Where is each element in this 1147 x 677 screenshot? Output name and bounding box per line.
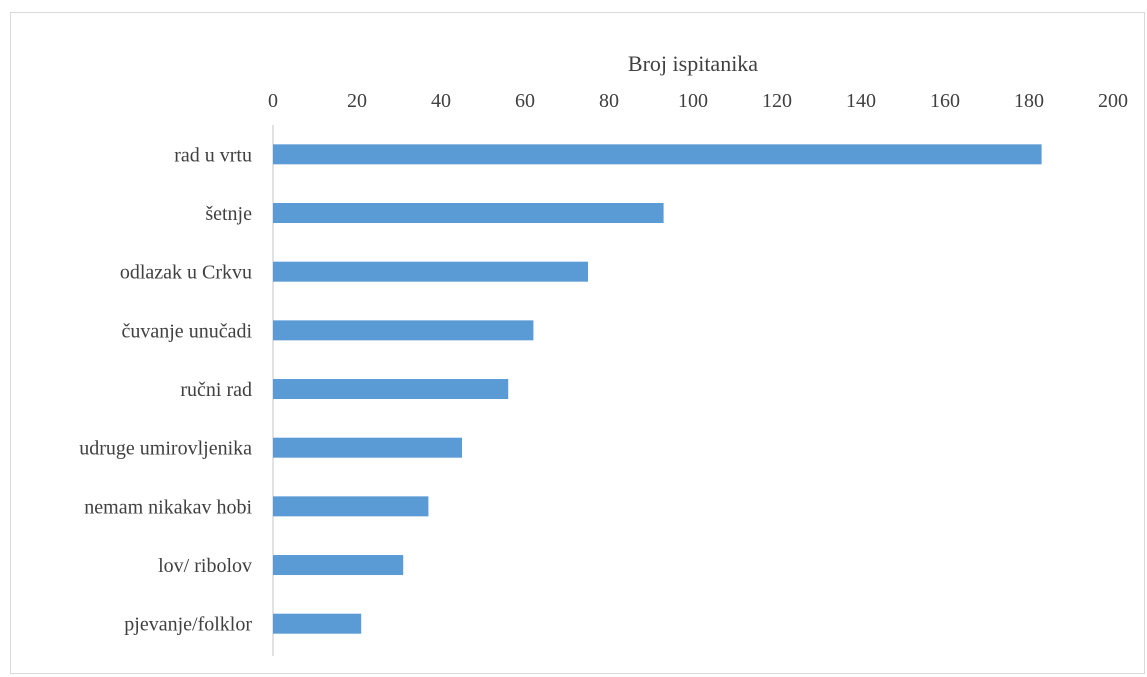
category-label: nemam nikakav hobi xyxy=(84,496,252,518)
x-tick-label: 60 xyxy=(515,90,535,112)
bars-group xyxy=(273,144,1042,634)
x-tick-label: 200 xyxy=(1098,90,1128,112)
x-tick-label: 40 xyxy=(431,90,451,112)
x-tick-label: 180 xyxy=(1014,90,1044,112)
category-label: pjevanje/folklor xyxy=(124,614,252,636)
x-tick-label: 0 xyxy=(268,90,278,112)
bar xyxy=(273,203,664,224)
category-label: lov/ ribolov xyxy=(158,555,252,577)
bar xyxy=(273,437,462,458)
category-label: čuvanje unučadi xyxy=(122,320,253,342)
category-labels: rad u vrtu šetnje odlazak u Crkvu čuvanje u… xyxy=(79,144,252,635)
bar xyxy=(273,379,509,400)
x-tick-label: 140 xyxy=(846,90,876,112)
bar xyxy=(273,144,1042,165)
bar xyxy=(273,613,362,634)
bar xyxy=(273,320,534,341)
category-label: rad u vrtu xyxy=(174,144,252,166)
category-label: odlazak u Crkvu xyxy=(120,262,252,284)
x-tick-label: 20 xyxy=(347,90,367,112)
category-label: šetnje xyxy=(205,203,252,225)
x-tick-label: 160 xyxy=(930,90,960,112)
x-tick-label: 120 xyxy=(762,90,792,112)
x-tick-label: 80 xyxy=(599,90,619,112)
x-tick-label: 100 xyxy=(678,90,708,112)
category-label: ručni rad xyxy=(180,379,252,401)
x-axis-ticks: 0 20 40 60 80 100 120 140 160 180 200 xyxy=(268,90,1128,112)
bar xyxy=(273,555,404,576)
chart-frame xyxy=(10,12,1145,674)
category-label: udruge umirovljenika xyxy=(79,438,252,460)
bar xyxy=(273,261,588,282)
x-axis-title: Broj ispitanika xyxy=(628,51,758,76)
bar xyxy=(273,496,429,517)
